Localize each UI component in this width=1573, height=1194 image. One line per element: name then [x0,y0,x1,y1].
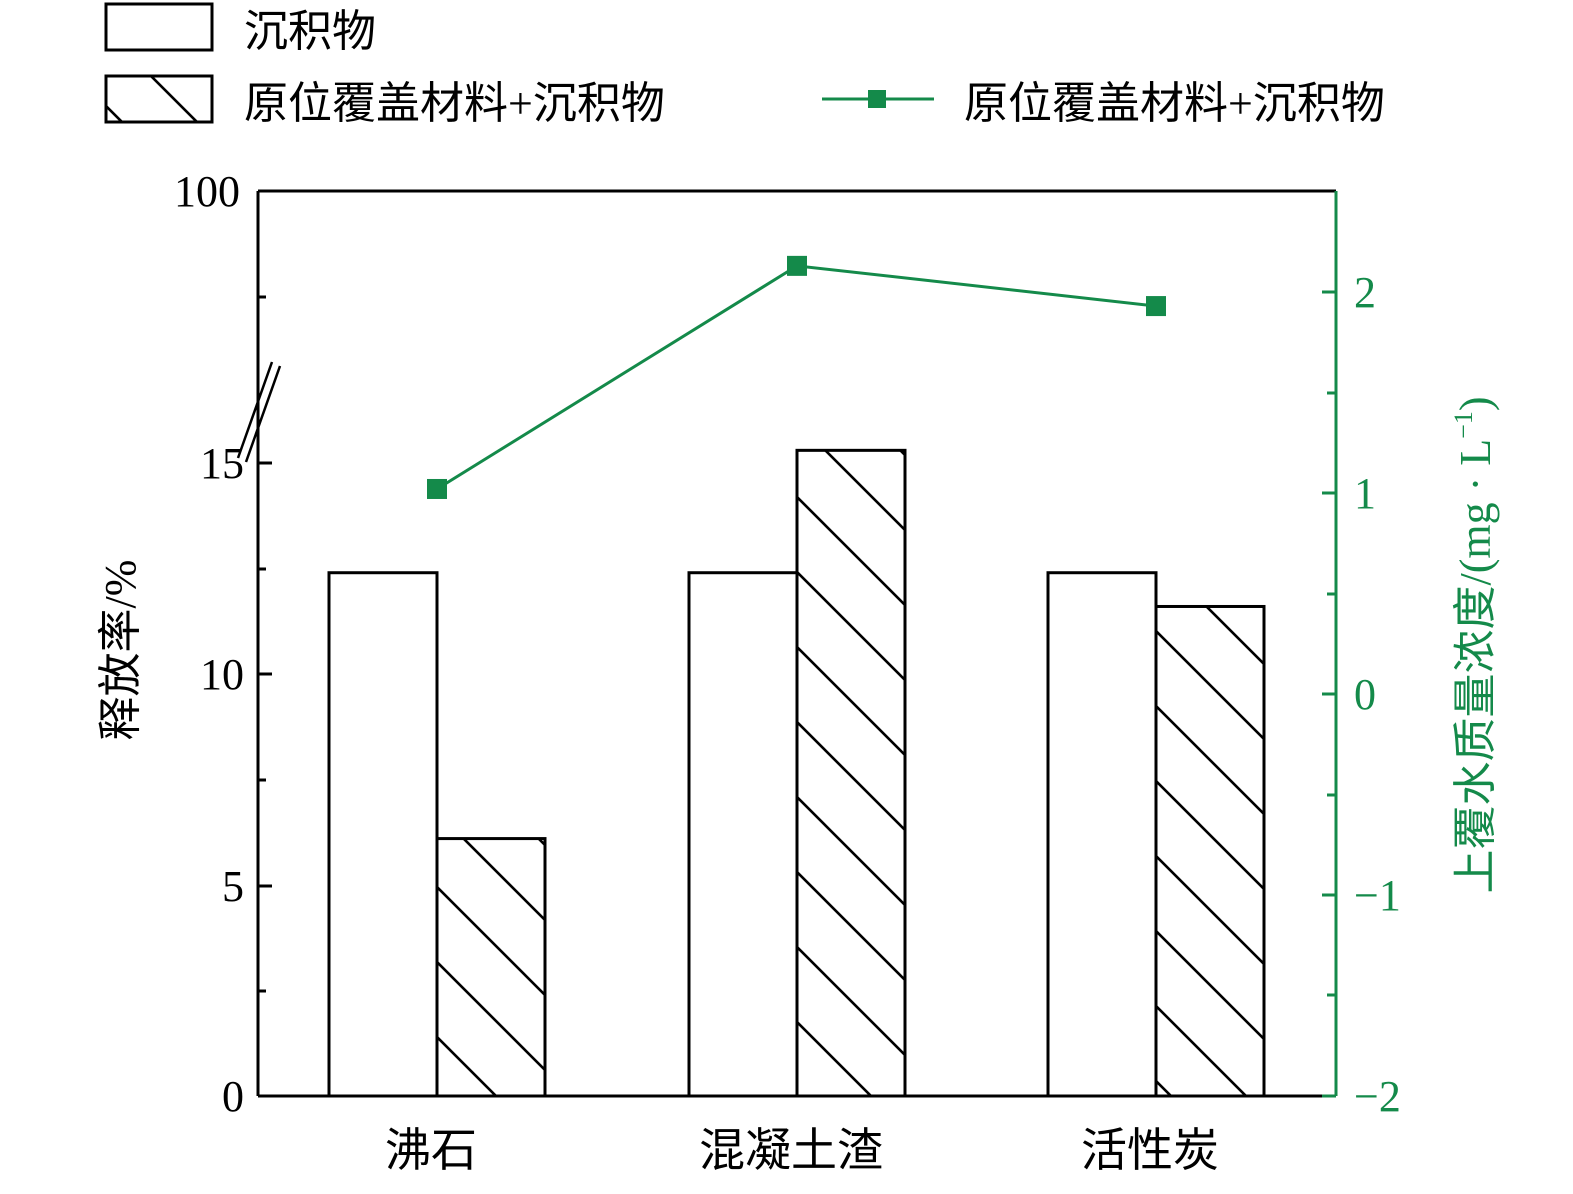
legend-label-capped-bar: 原位覆盖材料+沉积物 [244,79,665,128]
y2-axis-label: 上覆水质量浓度/(mg · L−1) [1449,397,1500,894]
legend: 沉积物 原位覆盖材料+沉积物 原位覆盖材料+沉积物 [104,2,1385,128]
legend-label-capped-line: 原位覆盖材料+沉积物 [964,79,1385,128]
y2-tick-label-0: 0 [1354,670,1376,719]
bar-sediment-1 [687,571,799,1098]
legend-marker-square [868,90,886,108]
x-tick-label-1: 混凝土渣 [699,1125,883,1176]
legend-swatch-plain [104,2,214,52]
bar-sediment-0 [327,571,439,1098]
axis-break-mark [236,361,282,463]
y-tick-label-0: 0 [222,1072,244,1121]
bars-group [327,448,1266,1098]
y2-tick-label-neg2: −2 [1354,1072,1401,1121]
legend-label-sediment: 沉积物 [244,7,376,56]
y2-tick-label-neg1: −1 [1354,871,1401,920]
line-series-group [427,255,1166,499]
bar-capped-0 [435,837,547,1098]
x-tick-label-2: 活性炭 [1081,1125,1219,1176]
y2-axis-label-group: 上覆水质量浓度/(mg · L−1) [1449,397,1500,894]
right-axis: −2 −1 0 1 2 上覆水质量浓度/(mg · L−1) [1322,268,1500,1121]
y-tick-label-15: 15 [200,439,244,488]
bar-sediment-2 [1046,571,1158,1098]
bar-capped-1 [795,448,907,1098]
x-axis-labels: 沸石 混凝土渣 活性炭 [385,1125,1219,1176]
y2-tick-label-1: 1 [1354,469,1376,518]
y-axis-label: 释放率/% [96,560,145,741]
concentration-point-2 [1146,296,1166,317]
y-tick-label-10: 10 [200,650,244,699]
legend-swatch-hatched [104,74,214,124]
bar-capped-2 [1154,604,1266,1098]
x-tick-label-0: 沸石 [385,1125,477,1176]
left-axis: 0 5 10 15 100 释放率/% [96,167,272,1121]
y2-tick-label-2: 2 [1354,268,1376,317]
concentration-point-1 [787,255,807,276]
concentration-point-0 [427,478,447,499]
y-tick-label-100: 100 [174,167,240,216]
y-tick-label-5: 5 [222,862,244,911]
plot-frame [256,189,1338,1098]
